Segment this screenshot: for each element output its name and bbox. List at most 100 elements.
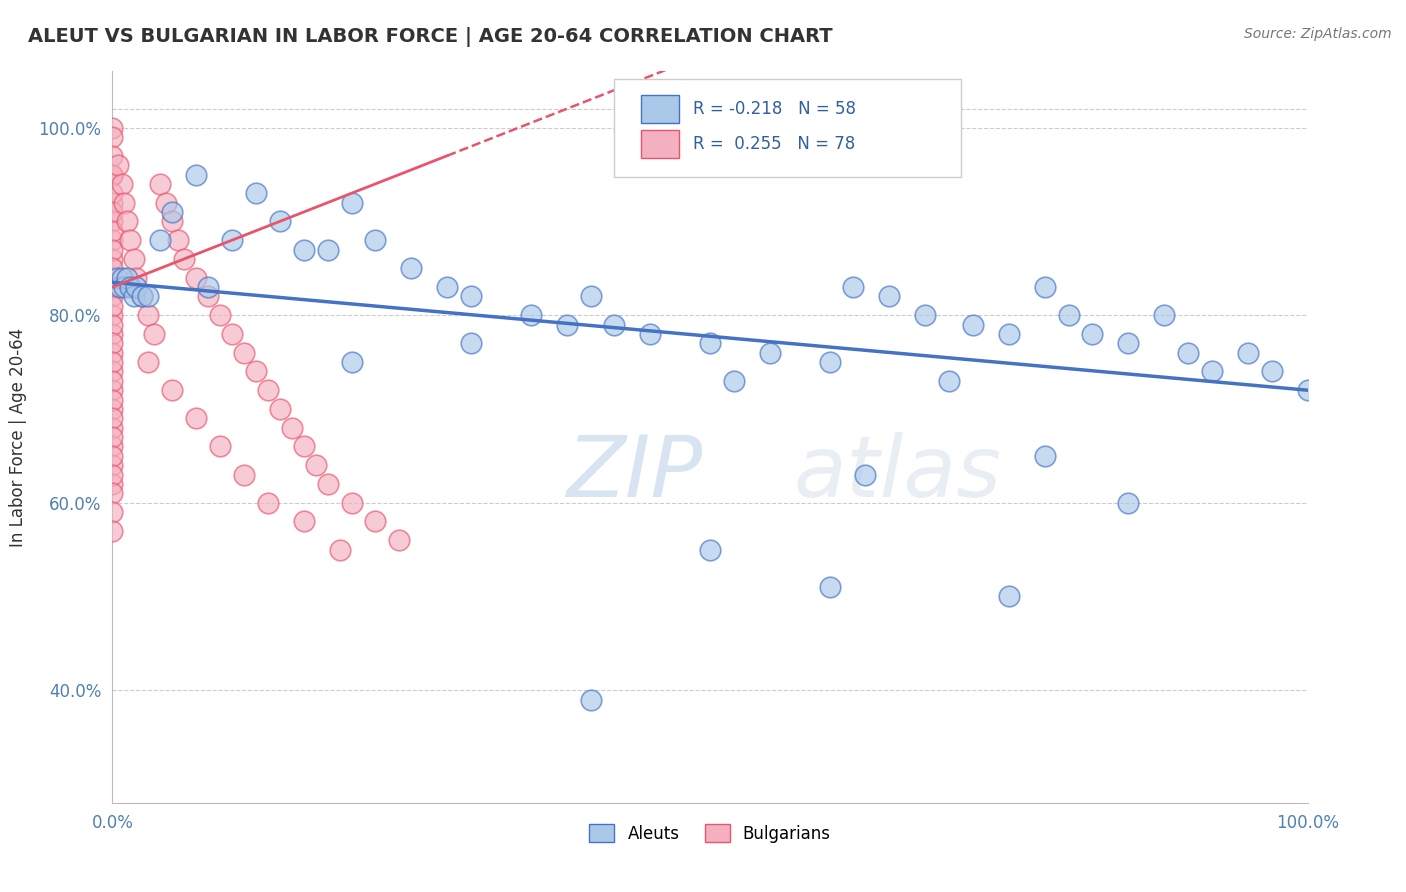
Point [186, 168, 208, 182]
Point [305, 458, 328, 473]
Point [603, 318, 626, 332]
Point [759, 345, 782, 359]
Point [101, 467, 124, 482]
Point [1033, 280, 1056, 294]
Point [1201, 364, 1223, 378]
Point [340, 355, 363, 369]
Point [101, 280, 124, 294]
Point [105, 270, 128, 285]
Point [340, 195, 363, 210]
Point [138, 308, 160, 322]
Text: atlas: atlas [793, 432, 1001, 516]
Point [107, 158, 129, 172]
Point [723, 374, 745, 388]
Point [101, 401, 124, 416]
Point [101, 345, 124, 359]
Point [101, 243, 124, 257]
Point [460, 336, 482, 351]
Point [1237, 345, 1260, 359]
Point [101, 289, 124, 303]
Point [879, 289, 901, 303]
Point [101, 430, 124, 444]
Point [101, 374, 124, 388]
Point [998, 326, 1021, 341]
Point [101, 308, 124, 322]
Point [197, 289, 219, 303]
Point [1057, 308, 1080, 322]
Point [1177, 345, 1199, 359]
Point [221, 233, 243, 247]
Point [998, 590, 1021, 604]
Point [173, 252, 195, 266]
Point [125, 270, 148, 285]
Point [115, 270, 138, 285]
Point [364, 233, 387, 247]
Point [281, 420, 304, 434]
Point [101, 214, 124, 228]
Point [101, 336, 124, 351]
Point [316, 477, 339, 491]
Point [233, 345, 256, 359]
Point [101, 168, 124, 182]
Point [101, 411, 124, 425]
Text: R = -0.218   N = 58: R = -0.218 N = 58 [693, 101, 856, 119]
Point [101, 233, 124, 247]
Point [101, 130, 124, 145]
Point [162, 205, 183, 219]
Point [101, 270, 124, 285]
Point [340, 496, 363, 510]
Point [101, 449, 124, 463]
Point [245, 186, 267, 201]
Point [257, 383, 280, 397]
Y-axis label: In Labor Force | Age 20-64: In Labor Force | Age 20-64 [10, 327, 27, 547]
Point [149, 177, 172, 191]
Point [149, 233, 172, 247]
Point [155, 195, 177, 210]
Point [101, 120, 124, 135]
Point [101, 392, 124, 407]
Point [699, 542, 721, 557]
Point [699, 336, 721, 351]
Point [1261, 364, 1284, 378]
Point [233, 467, 256, 482]
Text: R =  0.255   N = 78: R = 0.255 N = 78 [693, 135, 855, 153]
Point [101, 224, 124, 238]
Point [101, 299, 124, 313]
Text: ZIP: ZIP [567, 432, 703, 516]
Point [914, 308, 936, 322]
FancyBboxPatch shape [641, 130, 679, 158]
Point [818, 580, 841, 594]
Point [579, 289, 602, 303]
Point [316, 243, 339, 257]
Point [143, 326, 166, 341]
Point [167, 233, 190, 247]
Point [120, 280, 142, 294]
Point [122, 289, 145, 303]
Point [115, 214, 138, 228]
Point [221, 326, 243, 341]
Point [1153, 308, 1175, 322]
Point [101, 458, 124, 473]
Point [1118, 496, 1140, 510]
Point [1033, 449, 1056, 463]
Point [186, 411, 208, 425]
Point [101, 261, 124, 276]
Point [1081, 326, 1104, 341]
Point [101, 186, 124, 201]
Point [520, 308, 543, 322]
Point [138, 289, 160, 303]
Point [388, 533, 411, 548]
Point [640, 326, 662, 341]
Point [197, 280, 219, 294]
Point [138, 355, 160, 369]
Point [101, 383, 124, 397]
Point [818, 355, 841, 369]
Point [101, 420, 124, 434]
Point [111, 177, 134, 191]
Point [101, 149, 124, 163]
Point [162, 214, 183, 228]
Point [101, 486, 124, 500]
Point [292, 243, 315, 257]
Point [101, 364, 124, 378]
Point [114, 195, 135, 210]
